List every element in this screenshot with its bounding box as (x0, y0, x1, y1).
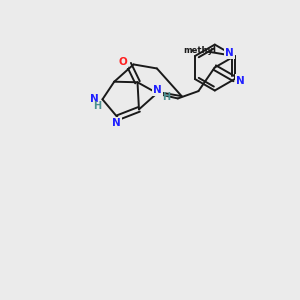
Text: H: H (93, 101, 101, 111)
Text: methyl: methyl (183, 46, 216, 55)
Text: N: N (153, 85, 162, 95)
Text: N: N (225, 48, 234, 58)
Text: O: O (118, 57, 127, 67)
Text: N: N (112, 118, 121, 128)
Text: N: N (90, 94, 99, 104)
Text: H: H (162, 92, 170, 102)
Text: N: N (236, 76, 245, 85)
